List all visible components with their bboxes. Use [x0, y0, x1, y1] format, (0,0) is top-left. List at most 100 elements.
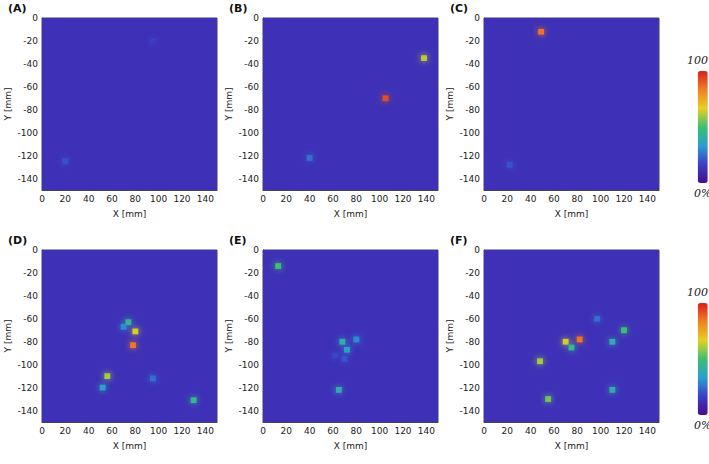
svg-text:-20: -20 — [465, 36, 480, 46]
svg-text:0: 0 — [260, 194, 266, 204]
svg-text:120: 120 — [615, 426, 632, 436]
svg-text:0: 0 — [474, 245, 480, 255]
svg-text:(D): (D) — [8, 234, 27, 247]
svg-text:X [mm]: X [mm] — [555, 209, 589, 219]
svg-text:-20: -20 — [244, 268, 259, 278]
svg-text:80: 80 — [351, 194, 363, 204]
svg-text:60: 60 — [106, 194, 118, 204]
svg-text:100: 100 — [371, 194, 388, 204]
svg-text:100%: 100% — [687, 54, 709, 67]
svg-text:(A): (A) — [8, 2, 27, 15]
svg-text:-20: -20 — [244, 36, 259, 46]
svg-text:140: 140 — [197, 426, 214, 436]
svg-text:-80: -80 — [23, 337, 38, 347]
svg-text:140: 140 — [418, 194, 435, 204]
svg-text:-100: -100 — [18, 360, 39, 370]
svg-text:-40: -40 — [23, 291, 38, 301]
svg-text:140: 140 — [639, 426, 656, 436]
svg-text:0: 0 — [260, 426, 266, 436]
svg-text:0: 0 — [32, 13, 38, 23]
svg-text:120: 120 — [173, 426, 190, 436]
svg-text:-60: -60 — [23, 82, 38, 92]
svg-text:-140: -140 — [460, 406, 481, 416]
svg-text:0: 0 — [39, 426, 45, 436]
svg-text:140: 140 — [418, 426, 435, 436]
svg-text:100: 100 — [371, 426, 388, 436]
svg-text:-120: -120 — [460, 151, 481, 161]
svg-text:40: 40 — [83, 194, 95, 204]
svg-text:-140: -140 — [239, 174, 260, 184]
svg-text:-60: -60 — [465, 82, 480, 92]
svg-text:-120: -120 — [18, 151, 39, 161]
svg-text:-80: -80 — [465, 105, 480, 115]
svg-text:20: 20 — [281, 194, 293, 204]
svg-text:100: 100 — [592, 426, 609, 436]
svg-text:-140: -140 — [239, 406, 260, 416]
svg-text:40: 40 — [304, 426, 316, 436]
svg-text:0%: 0% — [694, 419, 709, 432]
svg-text:0: 0 — [481, 194, 487, 204]
svg-text:-120: -120 — [239, 151, 260, 161]
svg-text:20: 20 — [502, 194, 514, 204]
svg-text:40: 40 — [525, 426, 537, 436]
svg-text:60: 60 — [548, 426, 560, 436]
svg-text:(C): (C) — [450, 2, 468, 15]
svg-text:(E): (E) — [229, 234, 247, 247]
svg-text:140: 140 — [639, 194, 656, 204]
svg-text:20: 20 — [60, 194, 72, 204]
svg-text:100: 100 — [150, 194, 167, 204]
svg-text:80: 80 — [572, 426, 584, 436]
svg-text:100: 100 — [592, 194, 609, 204]
svg-text:-20: -20 — [23, 36, 38, 46]
svg-text:80: 80 — [572, 194, 584, 204]
svg-text:20: 20 — [502, 426, 514, 436]
svg-text:Y [mm]: Y [mm] — [445, 320, 455, 354]
svg-text:60: 60 — [327, 426, 339, 436]
svg-text:-40: -40 — [244, 291, 259, 301]
svg-text:0: 0 — [32, 245, 38, 255]
svg-text:-20: -20 — [23, 268, 38, 278]
svg-text:-140: -140 — [18, 406, 39, 416]
svg-text:-60: -60 — [23, 314, 38, 324]
svg-text:40: 40 — [525, 194, 537, 204]
svg-text:120: 120 — [394, 426, 411, 436]
svg-text:-60: -60 — [244, 82, 259, 92]
svg-text:-100: -100 — [239, 128, 260, 138]
svg-text:-100: -100 — [460, 360, 481, 370]
svg-text:0: 0 — [39, 194, 45, 204]
svg-text:40: 40 — [304, 194, 316, 204]
svg-text:-20: -20 — [465, 268, 480, 278]
svg-text:-140: -140 — [18, 174, 39, 184]
svg-text:-40: -40 — [244, 59, 259, 69]
svg-text:80: 80 — [351, 426, 363, 436]
svg-text:(F): (F) — [450, 234, 468, 247]
svg-text:0: 0 — [481, 426, 487, 436]
svg-text:(B): (B) — [229, 2, 247, 15]
svg-text:80: 80 — [130, 426, 142, 436]
svg-text:80: 80 — [130, 194, 142, 204]
svg-text:-140: -140 — [460, 174, 481, 184]
svg-text:-60: -60 — [244, 314, 259, 324]
svg-text:100%: 100% — [687, 286, 709, 299]
svg-text:Y [mm]: Y [mm] — [3, 320, 13, 354]
svg-text:-120: -120 — [460, 383, 481, 393]
svg-text:X [mm]: X [mm] — [555, 441, 589, 451]
svg-text:-40: -40 — [23, 59, 38, 69]
svg-text:-100: -100 — [239, 360, 260, 370]
svg-text:140: 140 — [197, 194, 214, 204]
svg-text:-100: -100 — [460, 128, 481, 138]
svg-text:0: 0 — [474, 13, 480, 23]
svg-text:120: 120 — [394, 194, 411, 204]
svg-text:X [mm]: X [mm] — [334, 209, 368, 219]
svg-text:60: 60 — [106, 426, 118, 436]
svg-text:120: 120 — [173, 194, 190, 204]
svg-text:-80: -80 — [465, 337, 480, 347]
svg-text:Y [mm]: Y [mm] — [3, 88, 13, 122]
svg-text:40: 40 — [83, 426, 95, 436]
svg-text:0: 0 — [253, 245, 259, 255]
svg-text:Y [mm]: Y [mm] — [224, 88, 234, 122]
svg-text:-80: -80 — [23, 105, 38, 115]
svg-text:-120: -120 — [239, 383, 260, 393]
svg-text:100: 100 — [150, 426, 167, 436]
svg-text:-80: -80 — [244, 105, 259, 115]
